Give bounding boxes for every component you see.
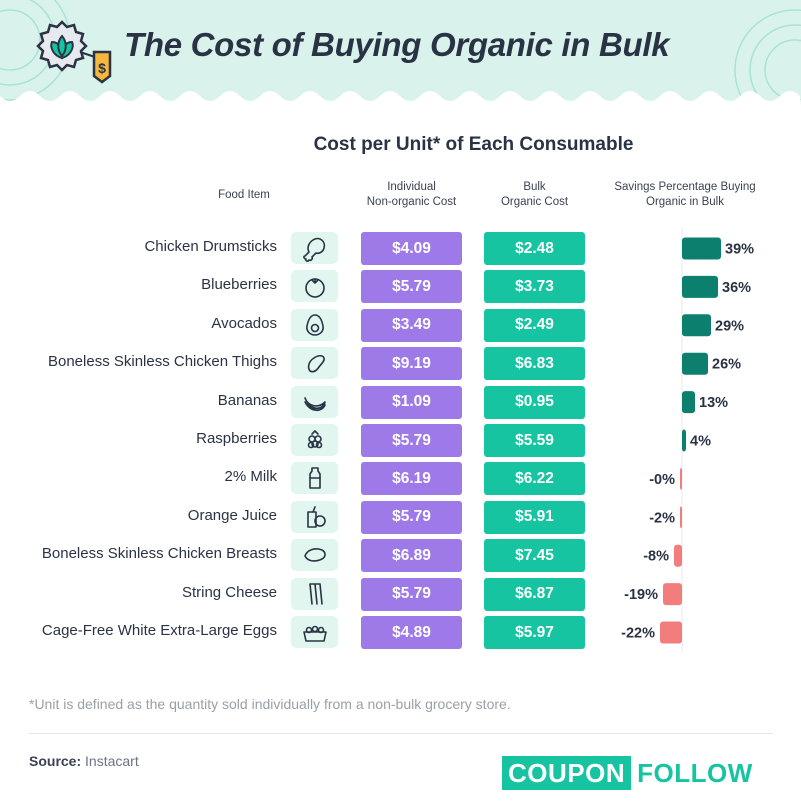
savings-label: -0% [649, 472, 675, 488]
food-item-label: String Cheese [181, 583, 277, 601]
savings-bar [682, 391, 695, 414]
milk-bottle-icon [291, 462, 338, 495]
organic-badge-icon: $ [36, 20, 112, 84]
individual-cost-cell: $4.89 [361, 616, 462, 649]
page-title: The Cost of Buying Organic in Bulk [124, 26, 670, 63]
source-value: Instacart [85, 753, 139, 769]
bulk-cost-cell: $6.87 [484, 577, 585, 611]
drumstick-icon [291, 232, 338, 264]
savings-label: -19% [624, 587, 658, 603]
individual-cost-cell: $3.49 [361, 308, 462, 342]
food-item-label: Raspberries [196, 430, 277, 447]
orange-juice-icon [291, 500, 338, 533]
brand-rest-text: FOLLOW [637, 757, 753, 788]
bulk-cost-cell: $7.45 [484, 539, 585, 573]
food-item-label: Cage-Free White Extra-Large Eggs [41, 622, 277, 639]
string-cheese-icon [291, 577, 338, 610]
savings-label: 26% [712, 357, 741, 373]
savings-bar [682, 237, 721, 260]
table-row: Avocados $3.49 $2.49 [0, 307, 801, 345]
chicken-thigh-icon [291, 347, 338, 380]
header-savings: Savings Percentage Buying Organic in Bul… [614, 181, 756, 208]
table-row: Boneless Skinless Chicken Thighs $9.19 $6.… [0, 345, 801, 383]
individual-cost-cell: $5.79 [361, 270, 462, 304]
table-row: Chicken Drumsticks $4.09 $2.48 [0, 230, 801, 268]
divider [29, 733, 773, 734]
bulk-cost-cell: $3.73 [484, 270, 585, 304]
table-row: 2% Milk $6.19 $6.22 [0, 460, 801, 498]
bulk-cost-cell: $6.83 [484, 347, 585, 381]
avocado-icon [291, 308, 338, 341]
brand-box-text: COUPON [502, 756, 632, 790]
egg-carton-icon [291, 616, 338, 648]
savings-label: 4% [690, 434, 711, 450]
individual-cost-cell: $1.09 [361, 385, 462, 419]
savings-bar [682, 429, 686, 452]
blueberry-icon [291, 270, 338, 303]
bulk-cost-cell: $2.48 [484, 232, 585, 265]
individual-cost-cell: $5.79 [361, 577, 462, 611]
table-row: Boneless Skinless Chicken Breasts $6.89 $7… [0, 537, 801, 575]
svg-text:$: $ [98, 60, 106, 76]
savings-bar [682, 275, 718, 298]
savings-label: 36% [722, 280, 751, 296]
couponfollow-logo: COUPON FOLLOW [502, 755, 753, 791]
bulk-cost-cell: $6.22 [484, 462, 585, 496]
bulk-cost-cell: $0.95 [484, 385, 585, 419]
bulk-cost-cell: $2.49 [484, 308, 585, 342]
food-item-label: Chicken Drumsticks [144, 238, 277, 255]
individual-cost-cell: $5.79 [361, 424, 462, 457]
banana-icon [291, 385, 338, 418]
source-label: Source: [29, 753, 82, 769]
table-row: Orange Juice $5.79 $5.91 [0, 499, 801, 537]
table-row: Raspberries $5.79 $5.59 [0, 422, 801, 460]
individual-cost-cell: $6.89 [361, 539, 462, 573]
footnote: *Unit is defined as the quantity sold in… [29, 696, 511, 712]
savings-bar-chart: 39% 36% 29% 26% 13% 4% -0% -2% -8% -19% -22% [621, 228, 754, 653]
savings-bar [682, 352, 708, 375]
savings-bar [680, 506, 682, 529]
table-row: Bananas $1.09 $0.95 [0, 384, 801, 422]
savings-label: -22% [621, 626, 655, 642]
food-item-label: 2% Milk [224, 468, 277, 486]
savings-label: -2% [649, 510, 675, 526]
savings-label: 29% [715, 318, 744, 334]
bulk-cost-cell: $5.59 [484, 424, 585, 457]
savings-bar [674, 544, 682, 567]
savings-bar [660, 621, 682, 644]
savings-label: 13% [699, 395, 728, 411]
food-item-label: Boneless Skinless Chicken Thighs [47, 353, 277, 371]
header-banner: $ The Cost of Buying Organic in Bulk [0, 0, 801, 106]
individual-cost-cell: $4.09 [361, 232, 462, 265]
chart-subtitle: Cost per Unit* of Each Consumable [313, 134, 634, 155]
food-item-label: Bananas [217, 391, 277, 409]
food-item-label: Boneless Skinless Chicken Breasts [41, 545, 277, 563]
food-item-label: Blueberries [201, 276, 277, 294]
food-item-label: Orange Juice [187, 506, 277, 524]
savings-bar [682, 314, 711, 337]
source-line: Source: Instacart [29, 753, 139, 769]
individual-cost-cell: $6.19 [361, 462, 462, 496]
savings-label: -8% [643, 549, 669, 565]
savings-label: 39% [725, 242, 754, 258]
chicken-breast-icon [291, 539, 338, 572]
raspberry-icon [291, 424, 338, 456]
individual-cost-cell: $9.19 [361, 347, 462, 381]
bulk-cost-cell: $5.91 [484, 500, 585, 534]
bulk-cost-cell: $5.97 [484, 616, 585, 649]
individual-cost-cell: $5.79 [361, 500, 462, 534]
header-food-item: Food Item [218, 189, 270, 201]
savings-bar [680, 467, 682, 490]
table-row: String Cheese $5.79 $6.87 [0, 576, 801, 614]
header-individual-cost: Individual Non-organic Cost [366, 181, 457, 208]
table-row: Blueberries $5.79 $3.73 [0, 268, 801, 306]
table-row: Cage-Free White Extra-Large Eggs $4.89 $5.… [0, 614, 801, 652]
savings-bar [663, 583, 682, 606]
food-item-label: Avocados [211, 314, 277, 332]
header-bulk-cost: Bulk Organic Cost [500, 181, 569, 208]
